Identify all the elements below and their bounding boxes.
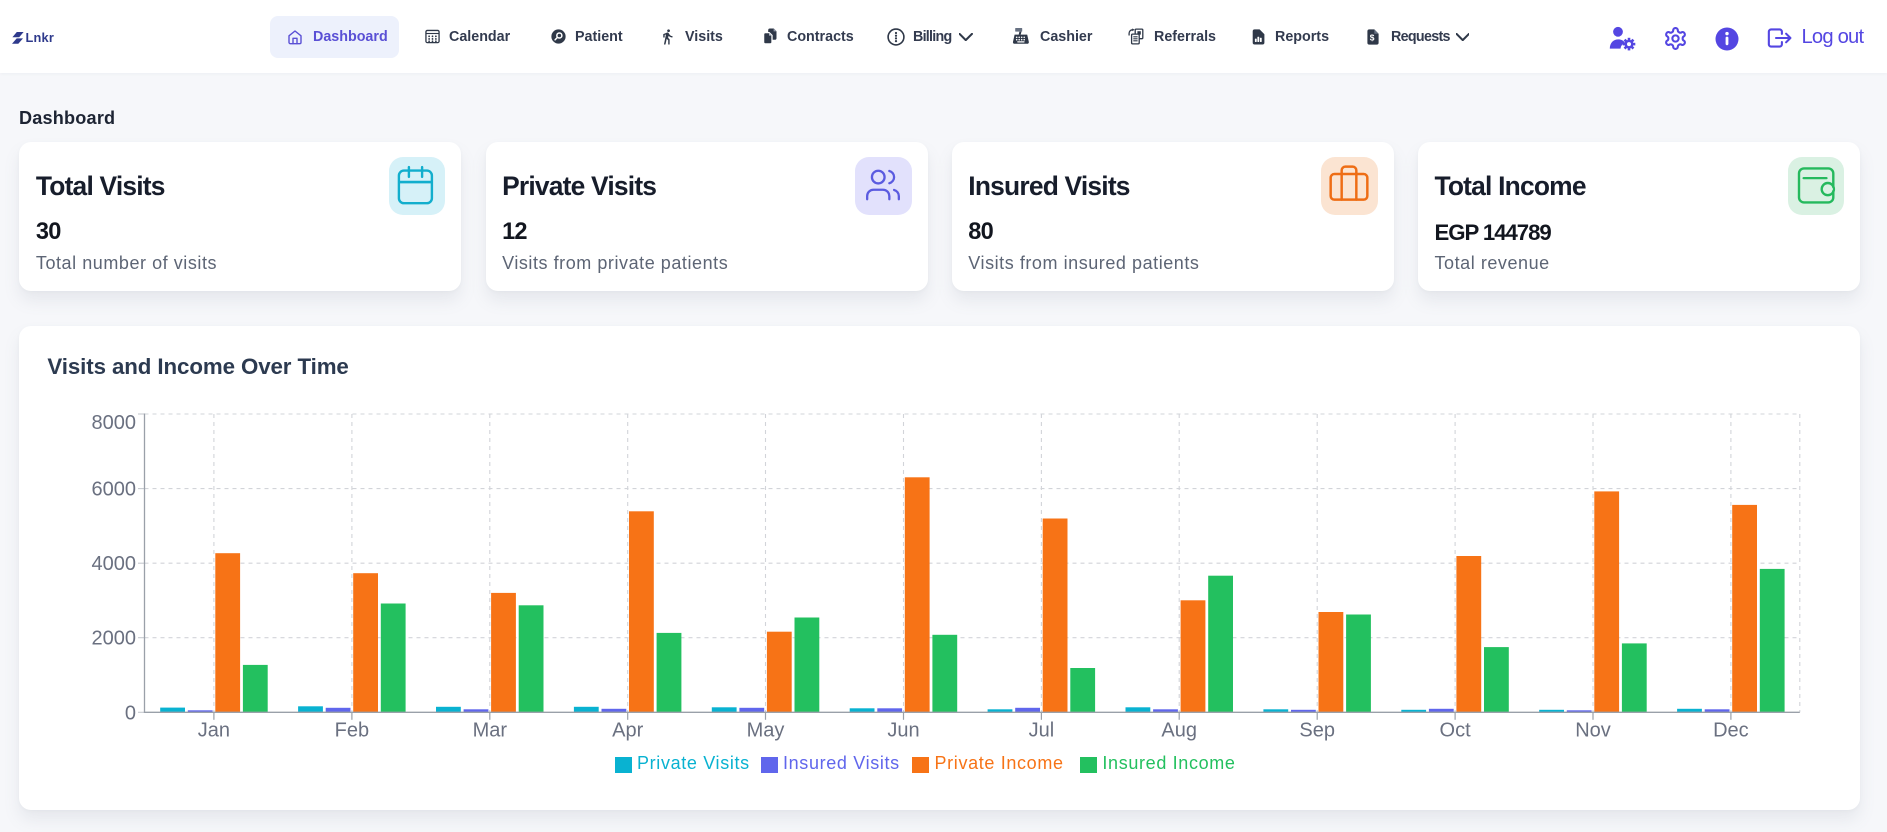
svg-text:Feb: Feb [335,720,369,742]
svg-text:4000: 4000 [92,553,137,575]
svg-text:Sep: Sep [1299,720,1335,742]
svg-text:Jun: Jun [887,720,919,742]
svg-text:Apr: Apr [612,720,643,742]
svg-text:Oct: Oct [1440,720,1472,742]
svg-text:8000: 8000 [92,412,137,434]
svg-text:Dec: Dec [1713,720,1749,742]
svg-text:2000: 2000 [92,628,137,650]
svg-text:Jan: Jan [198,720,230,742]
svg-text:6000: 6000 [92,479,137,501]
svg-text:Jul: Jul [1029,720,1055,742]
svg-text:Nov: Nov [1575,720,1611,742]
svg-text:Aug: Aug [1161,720,1197,742]
svg-text:May: May [747,720,785,742]
svg-text:$: $ [1370,32,1375,42]
svg-text:0: 0 [125,702,136,724]
svg-text:Mar: Mar [473,720,508,742]
